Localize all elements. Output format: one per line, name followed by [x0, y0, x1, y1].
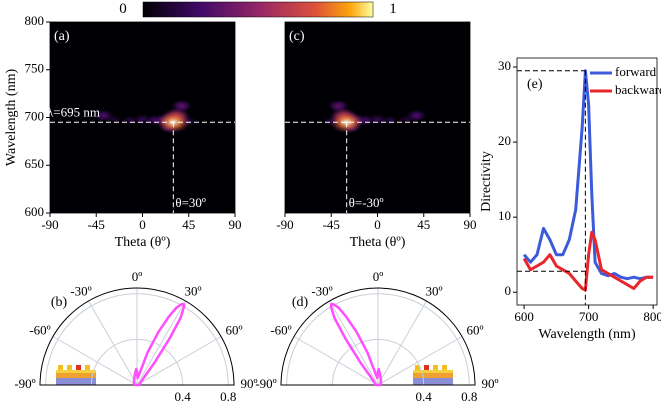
x-tick-label: -45	[88, 217, 105, 232]
theta-tick-label: 60º	[225, 322, 242, 337]
y-tick-label: 30	[498, 58, 511, 73]
x-tick-label: 90	[464, 217, 477, 232]
panel-label: (c)	[289, 29, 305, 44]
x-axis-label: Theta (θº)	[115, 235, 171, 250]
theta-tick-label: 90º	[240, 376, 257, 391]
x-tick-label: 0	[374, 217, 381, 232]
r-tick-label: 0.8	[461, 389, 477, 404]
y-tick-label: 0	[505, 283, 512, 298]
y-tick-label: 600	[25, 204, 45, 219]
panel-label: (d)	[292, 295, 309, 310]
colorbar-tick-label: 0	[119, 1, 127, 17]
theta-tick-label: -90º	[255, 376, 276, 391]
x-tick-label: 45	[417, 217, 430, 232]
annotation: θ=-30º	[349, 195, 384, 210]
x-tick-label: -45	[323, 217, 340, 232]
x-tick-label: 45	[182, 217, 195, 232]
colorbar-tick-label: 1	[389, 1, 397, 17]
x-tick-label: 600	[514, 309, 534, 324]
theta-tick-label: 60º	[466, 322, 483, 337]
grid-spoke	[136, 336, 222, 386]
grid-spoke	[136, 300, 186, 386]
heatmap-cell	[406, 109, 427, 122]
polar-frame	[280, 287, 476, 386]
y-axis-label: Wavelength (nm)	[4, 69, 19, 167]
panel-label: (b)	[51, 295, 68, 310]
theta-tick-label: 30º	[425, 283, 442, 298]
polar-frame	[39, 287, 235, 386]
grid-spoke	[293, 336, 379, 386]
y-tick-label: 700	[25, 108, 45, 123]
theta-tick-label: 0º	[373, 269, 384, 284]
colorbar	[142, 1, 374, 18]
y-tick-label: 650	[25, 156, 45, 171]
heatmap-cell	[93, 109, 114, 122]
theta-tick-label: -30º	[70, 283, 91, 298]
y-axis-label: Directivity	[479, 151, 494, 212]
y-tick-label: 750	[25, 61, 45, 76]
theta-tick-label: 30º	[184, 283, 201, 298]
panel-label: (a)	[54, 29, 70, 44]
y-tick-label: 800	[25, 13, 45, 28]
radiation-lobe	[329, 302, 383, 387]
theta-tick-label: -60º	[29, 322, 50, 337]
grid-spoke	[52, 336, 138, 386]
x-tick-label: 800	[643, 309, 661, 324]
x-axis-label: Wavelength (nm)	[538, 327, 636, 342]
panel-label: (e)	[527, 77, 543, 92]
device-icon	[413, 365, 453, 385]
theta-tick-label: 0º	[132, 269, 143, 284]
x-tick-label: -90	[276, 217, 293, 232]
theta-tick-label: -90º	[14, 376, 35, 391]
y-tick-label: 10	[498, 208, 511, 223]
y-tick-label: 20	[498, 133, 511, 148]
legend-label: backward	[615, 82, 661, 97]
x-tick-label: -90	[41, 217, 58, 232]
x-axis-label: Theta (θº)	[350, 235, 406, 250]
series-line	[522, 230, 654, 292]
series-line	[522, 69, 654, 281]
grid-spoke	[377, 300, 427, 386]
annotation: θ=30º	[175, 195, 206, 210]
x-tick-label: 0	[139, 217, 146, 232]
x-tick-label: 700	[579, 309, 599, 324]
r-tick-label: 0.8	[220, 389, 236, 404]
grid-spoke	[88, 300, 138, 386]
r-tick-label: 0.4	[416, 389, 433, 404]
radiation-lobe	[132, 302, 186, 387]
legend-label: forward	[615, 64, 657, 79]
device-icon	[56, 365, 96, 385]
r-tick-label: 0.4	[175, 389, 192, 404]
heatmap-cell	[329, 111, 364, 134]
theta-tick-label: -60º	[270, 322, 291, 337]
theta-tick-label: 90º	[481, 376, 498, 391]
theta-tick-label: -30º	[311, 283, 332, 298]
annotation: λ=695 nm	[47, 104, 100, 119]
x-tick-label: 90	[229, 217, 242, 232]
grid-spoke	[329, 300, 379, 386]
grid-spoke	[377, 336, 463, 386]
